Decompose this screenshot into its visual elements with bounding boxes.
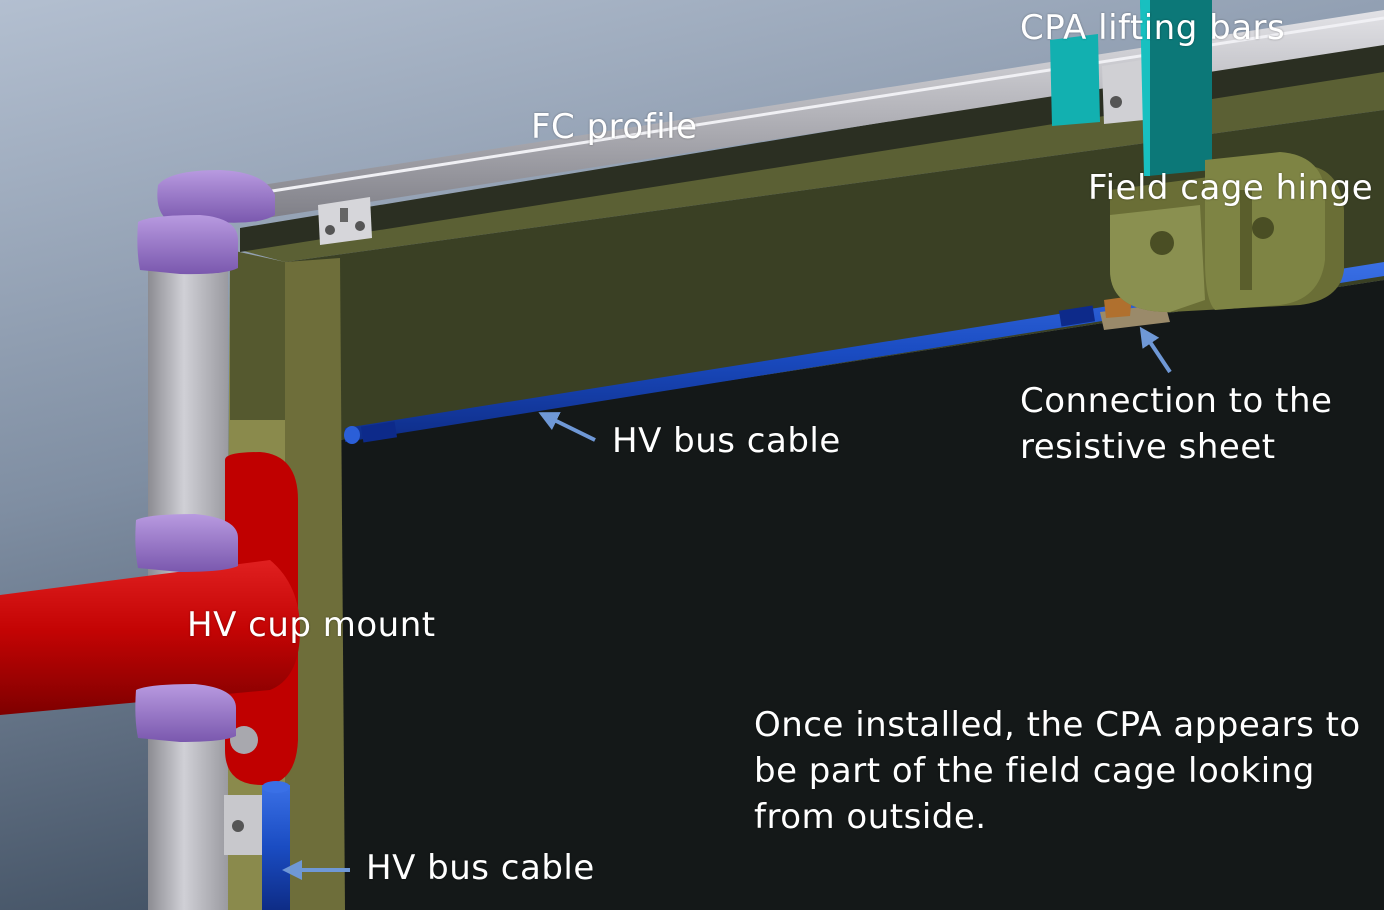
frame-beam-front bbox=[285, 110, 1384, 440]
post-clip-lower bbox=[135, 684, 236, 742]
label-field-cage-hinge: Field cage hinge bbox=[1088, 168, 1374, 208]
installation-note-line3: from outside. bbox=[754, 797, 987, 837]
hv-bus-cable-collar bbox=[360, 421, 398, 443]
rail-bracket-right bbox=[1102, 60, 1144, 124]
corner-clip-top bbox=[137, 170, 275, 275]
post-clip-middle bbox=[135, 514, 238, 572]
hv-bus-cable-vertical bbox=[262, 785, 290, 910]
cpa-panel bbox=[340, 280, 1384, 910]
arrow-connection-sheet bbox=[1139, 326, 1172, 374]
field-cage-hinge bbox=[1110, 152, 1344, 312]
installation-note: Once installed, the CPA appears to be pa… bbox=[754, 702, 1361, 840]
hv-cup-mount-nut bbox=[230, 726, 258, 754]
label-hv-bus-cable-top: HV bus cable bbox=[612, 421, 841, 461]
label-fc-profile: FC profile bbox=[531, 107, 698, 147]
arrow-hv-bus-cable-top bbox=[538, 412, 596, 442]
cpa-lifting-bar-right bbox=[1140, 0, 1212, 176]
label-hv-bus-cable-bottom: HV bus cable bbox=[366, 848, 595, 888]
label-cpa-lifting-bars: CPA lifting bars bbox=[1020, 8, 1286, 48]
rail-bracket-left bbox=[318, 197, 372, 245]
hv-cup-mount-pipe bbox=[0, 560, 300, 715]
installation-note-line2: be part of the field cage looking bbox=[754, 751, 1315, 791]
post-bracket-lower bbox=[224, 795, 264, 855]
cpa-lifting-bar-left bbox=[1050, 34, 1100, 126]
label-connection-line2: resistive sheet bbox=[1020, 427, 1276, 467]
label-connection-line1: Connection to the bbox=[1020, 381, 1333, 421]
label-hv-cup-mount: HV cup mount bbox=[187, 605, 436, 645]
hv-bus-cable-end bbox=[344, 426, 360, 444]
frame-left-inner bbox=[285, 258, 345, 910]
hv-bus-cable-collar-right bbox=[1058, 305, 1096, 327]
cpa-lifting-bar-right-face bbox=[1140, 0, 1150, 176]
installation-note-line1: Once installed, the CPA appears to bbox=[754, 705, 1361, 745]
frame-left-mid bbox=[230, 250, 285, 420]
hv-bus-cable-vertical-end bbox=[262, 781, 290, 793]
